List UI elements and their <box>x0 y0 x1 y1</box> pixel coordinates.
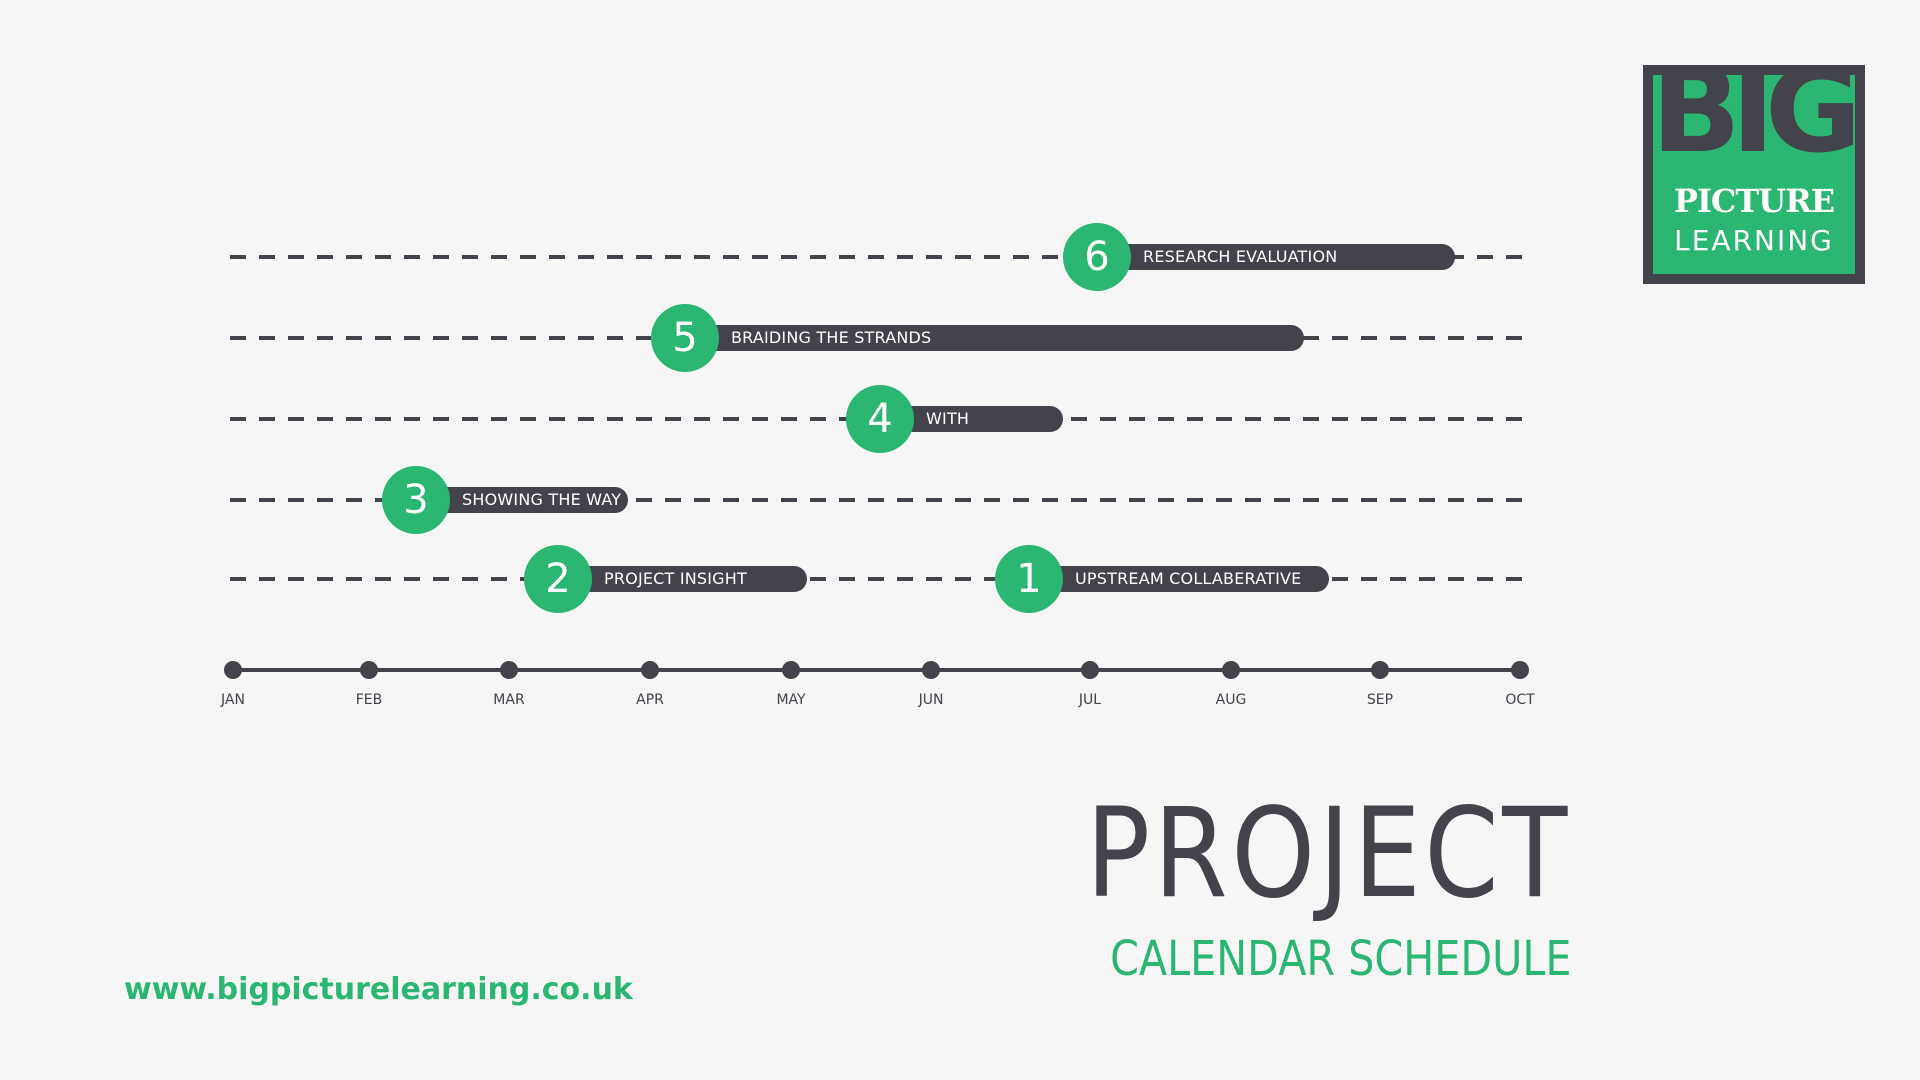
task-label: UPSTREAM COLLABERATIVE <box>1075 569 1302 588</box>
task-number-badge: 3 <box>382 466 450 534</box>
task-label: BRAIDING THE STRANDS <box>731 328 932 347</box>
row-dash-line <box>230 498 1530 502</box>
month-marker <box>782 661 800 679</box>
logo-picture-text: PICTURE <box>1673 182 1835 220</box>
task-number-badge: 4 <box>846 385 914 453</box>
month-marker <box>922 661 940 679</box>
task-label: RESEARCH EVALUATION <box>1143 247 1338 266</box>
month-marker <box>224 661 242 679</box>
month-marker <box>1222 661 1240 679</box>
website-link[interactable]: www.bigpicturelearning.co.uk <box>124 972 633 1007</box>
logo-learning-text: LEARNING <box>1674 224 1834 257</box>
month-label: JAN <box>221 692 245 708</box>
month-marker <box>1511 661 1529 679</box>
row-dash-line <box>230 577 1530 581</box>
month-axis <box>233 668 1520 672</box>
task-bar-3: SHOWING THE WAY <box>416 487 628 513</box>
task-bar-6: RESEARCH EVALUATION <box>1097 244 1455 270</box>
task-bar-1: UPSTREAM COLLABERATIVE <box>1029 566 1329 592</box>
page-subtitle: CALENDAR SCHEDULE <box>1109 931 1571 987</box>
month-label: MAY <box>776 692 806 708</box>
task-label: PROJECT INSIGHT <box>604 569 747 588</box>
month-marker <box>360 661 378 679</box>
month-marker <box>641 661 659 679</box>
page-title: PROJECT <box>1086 782 1571 926</box>
month-marker <box>1081 661 1099 679</box>
task-number-badge: 6 <box>1063 223 1131 291</box>
month-label: OCT <box>1505 692 1535 708</box>
task-number-badge: 1 <box>995 545 1063 613</box>
task-label: SHOWING THE WAY <box>462 490 622 509</box>
task-number-badge: 2 <box>524 545 592 613</box>
month-label: AUG <box>1215 692 1247 708</box>
month-label: APR <box>636 692 664 708</box>
task-number-badge: 5 <box>651 304 719 372</box>
task-bar-2: PROJECT INSIGHT <box>558 566 807 592</box>
month-label: FEB <box>355 692 383 708</box>
big-picture-learning-logo: BIG PICTURE LEARNING <box>1643 65 1865 284</box>
month-label: JUN <box>918 692 944 708</box>
task-bar-5: BRAIDING THE STRANDS <box>685 325 1304 351</box>
month-marker <box>1371 661 1389 679</box>
logo-big-text: BIG <box>1653 75 1855 179</box>
row-dash-line <box>230 255 1530 259</box>
month-label: JUL <box>1078 692 1102 708</box>
task-label: WITH <box>926 409 970 428</box>
month-marker <box>500 661 518 679</box>
month-label: MAR <box>493 692 525 708</box>
month-label: SEP <box>1366 692 1394 708</box>
